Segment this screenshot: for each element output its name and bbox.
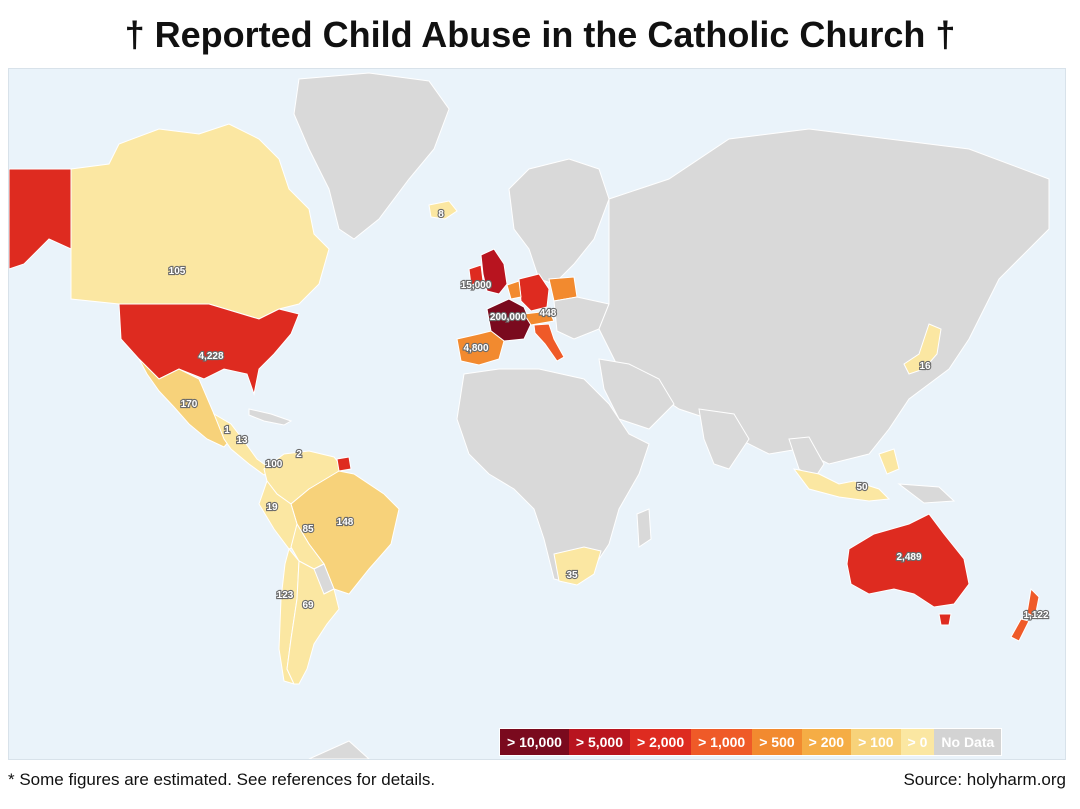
label-south-africa: 35 (566, 570, 578, 581)
uk[interactable] (480, 248, 508, 295)
label-brazil: 148 (337, 517, 354, 528)
usa[interactable] (118, 303, 300, 396)
legend-item: No Data (934, 729, 1002, 755)
legend-item: > 100 (851, 729, 901, 755)
japan[interactable] (903, 323, 942, 375)
antarctica[interactable] (308, 740, 370, 759)
indonesia[interactable] (792, 468, 891, 502)
germany[interactable] (518, 273, 550, 312)
french-guiana[interactable] (336, 456, 352, 472)
label-bolivia: 85 (302, 524, 314, 535)
middle-east[interactable] (598, 358, 675, 430)
world-map[interactable]: 8 105 4,228 170 1 13 2 100 19 85 148 123… (8, 68, 1066, 760)
legend-item: > 0 (900, 729, 935, 755)
label-canada: 105 (169, 266, 186, 277)
south-africa[interactable] (553, 546, 602, 586)
label-central-b: 13 (236, 435, 248, 446)
legend: > 10,000 > 5,000 > 2,000 > 1,000 > 500 > 200 >… (499, 728, 1003, 756)
belgium-netherlands[interactable] (506, 280, 522, 300)
label-new-zealand: 1,122 (1023, 610, 1048, 621)
legend-item: > 10,000 (500, 729, 569, 755)
label-france: 200,000 (490, 312, 527, 323)
label-germany-east: 448 (540, 308, 557, 319)
austria-switzerland[interactable] (523, 310, 555, 326)
label-mexico: 170 (181, 399, 198, 410)
cuba[interactable] (248, 408, 293, 426)
southeast-asia[interactable] (788, 436, 825, 480)
scandinavia[interactable] (508, 158, 610, 285)
russia-asia[interactable] (598, 128, 1050, 465)
label-uk-ireland: 15,000 (461, 280, 492, 291)
label-iceland: 8 (438, 209, 444, 220)
canada[interactable] (70, 123, 330, 320)
new-zealand-south[interactable] (1010, 618, 1030, 642)
label-spain: 4,800 (463, 343, 488, 354)
label-japan: 16 (919, 361, 931, 372)
iceland[interactable] (428, 200, 458, 220)
label-australia: 2,489 (896, 552, 921, 563)
map-title: † Reported Child Abuse in the Catholic C… (124, 14, 956, 55)
label-usa: 4,228 (198, 351, 223, 362)
label-argentina: 69 (302, 600, 314, 611)
india[interactable] (698, 408, 750, 470)
label-philippines-indonesia: 50 (856, 482, 868, 493)
new-zealand-north[interactable] (1026, 587, 1040, 618)
italy[interactable] (533, 323, 565, 362)
footnote: * Some figures are estimated. See refere… (8, 770, 436, 789)
madagascar[interactable] (636, 508, 652, 548)
legend-item: > 500 (752, 729, 802, 755)
australia[interactable] (846, 513, 970, 608)
label-central-a: 1 (224, 425, 230, 436)
greenland[interactable] (293, 72, 450, 240)
legend-item: > 2,000 (630, 729, 692, 755)
legend-item: > 5,000 (568, 729, 630, 755)
alaska[interactable] (9, 168, 72, 270)
papua[interactable] (897, 483, 956, 504)
spain-portugal[interactable] (456, 330, 505, 366)
world-map-svg[interactable]: 8 105 4,228 170 1 13 2 100 19 85 148 123… (9, 69, 1065, 759)
label-peru: 19 (266, 502, 278, 513)
label-chile: 123 (277, 590, 294, 601)
legend-item: > 200 (801, 729, 852, 755)
source-credit: Source: holyharm.org (903, 770, 1066, 789)
ireland[interactable] (468, 264, 484, 286)
mexico[interactable] (138, 358, 232, 448)
philippines[interactable] (878, 448, 900, 475)
label-guyana: 2 (296, 449, 302, 460)
label-colombia: 100 (266, 459, 283, 470)
legend-item: > 1,000 (691, 729, 753, 755)
argentina[interactable] (286, 560, 340, 685)
tasmania[interactable] (938, 613, 952, 626)
